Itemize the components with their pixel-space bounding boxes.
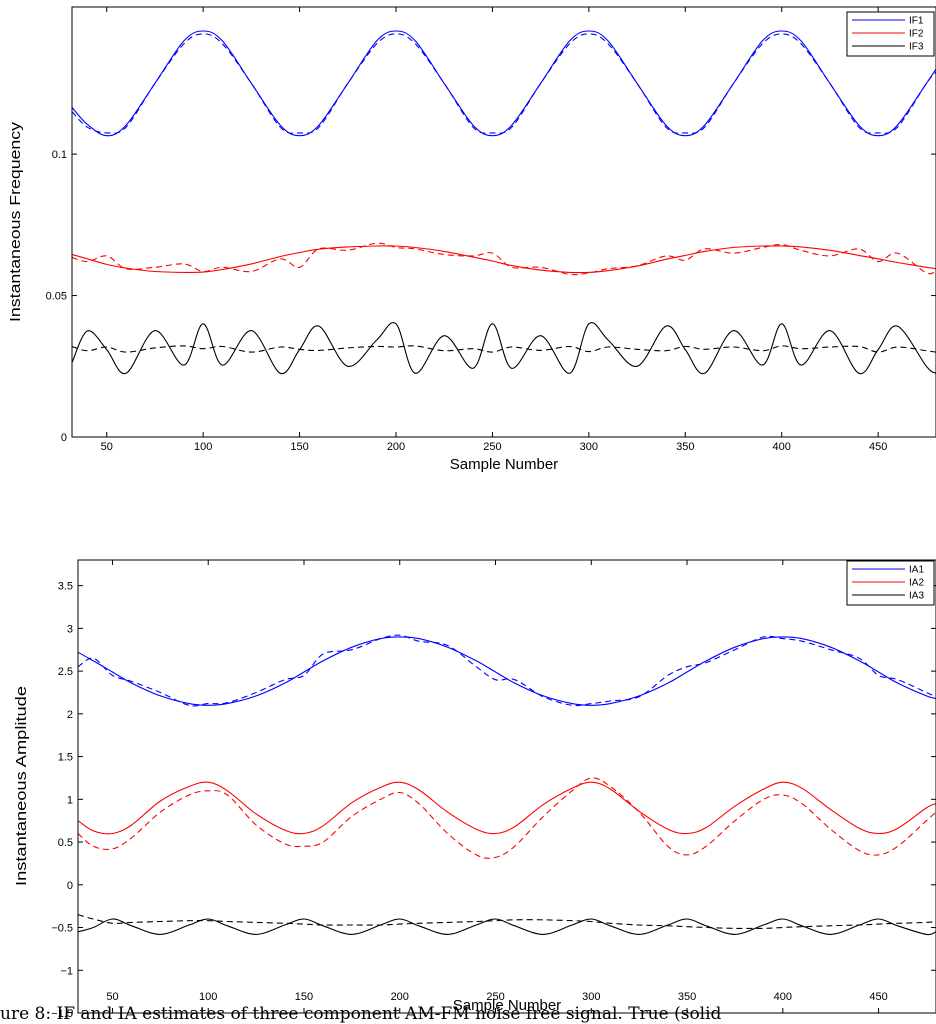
if-y-axis-label: Instantaneous Frequency <box>7 121 24 322</box>
ia-x-tick-label: 350 <box>678 991 696 1003</box>
ia-series-3-dashed-line <box>78 777 936 859</box>
ia-y-tick-label: 3 <box>67 623 73 635</box>
if-x-tick-label: 400 <box>773 441 791 453</box>
if-legend-entry: IF1 <box>909 16 924 27</box>
ia-y-tick-label: 3.5 <box>58 581 73 593</box>
ia-y-tick-label: −0.5 <box>51 923 73 935</box>
if-x-axis-label: Sample Number <box>450 456 558 473</box>
figure-caption: ure 8: IF and IA estimates of three comp… <box>0 1004 722 1024</box>
if-legend-entry: IF2 <box>909 29 924 40</box>
ia-x-tick-label: 200 <box>391 991 409 1003</box>
ia-x-tick-label: 100 <box>199 991 217 1003</box>
ia-legend-box <box>846 560 935 606</box>
if-y-tick-label: 0.1 <box>52 149 67 161</box>
if-x-tick-label: 200 <box>387 441 405 453</box>
if-x-tick-label: 250 <box>483 441 501 453</box>
ia-series-4-solid-line <box>78 918 936 936</box>
if-x-tick-label: 100 <box>194 441 212 453</box>
ia-x-tick-label: 50 <box>106 991 118 1003</box>
ia-y-axis-label: Instantaneous Amplitude <box>13 686 30 886</box>
ia-x-tick-label: 150 <box>295 991 313 1003</box>
if-x-tick-label: 300 <box>580 441 598 453</box>
ia-chart: 50 100 150 200 250 300 350 400 450 −1.5 −1 −0.5 0 0.5… <box>13 559 936 1020</box>
ia-x-axis-label: Sample Number <box>453 997 561 1014</box>
ia-legend-entry: IA3 <box>909 591 924 602</box>
if-y-tick-label: 0 <box>61 432 67 444</box>
if-series-3-dashed-line <box>72 242 936 276</box>
ia-plot-frame <box>77 559 936 1014</box>
ia-x-tick-label: 250 <box>486 991 504 1003</box>
ia-x-tick-label: 450 <box>869 991 887 1003</box>
if-chart: 50 100 150 200 250 300 350 400 450 0 0.05 0.1 Sampl… <box>7 6 936 473</box>
if-plot-frame <box>71 6 936 438</box>
ia-series-0-solid-line <box>78 636 936 706</box>
ia-y-tick-label: 0.5 <box>58 837 73 849</box>
ia-y-tick-label: 1.5 <box>58 752 73 764</box>
if-x-tick-label: 450 <box>869 441 887 453</box>
ia-y-tick-label: 2 <box>67 709 73 721</box>
if-x-tick-label: 350 <box>676 441 694 453</box>
if-y-tick-label: 0.05 <box>46 291 67 303</box>
ia-x-tick-label: 400 <box>774 991 792 1003</box>
ia-y-tick-label: 0 <box>67 880 73 892</box>
ia-y-tick-label: 1 <box>67 794 73 806</box>
if-x-tick-label: 50 <box>101 441 113 453</box>
if-series-0-solid-line <box>72 30 936 137</box>
ia-series-2-solid-line <box>78 781 936 835</box>
ia-y-tick-label: −1.5 <box>51 1008 73 1020</box>
ia-series-1-dashed-line <box>78 634 936 707</box>
ia-legend-entry: IA2 <box>909 578 924 589</box>
if-series-4-solid-line <box>72 322 936 375</box>
ia-series-5-dashed-line <box>78 914 936 930</box>
if-legend-box <box>846 11 935 57</box>
if-series-1-dashed-line <box>72 33 936 134</box>
ia-y-tick-label: 2.5 <box>58 666 73 678</box>
ia-x-tick-label: 300 <box>582 991 600 1003</box>
if-series-2-solid-line <box>72 245 936 274</box>
if-series-5-dashed-line <box>72 345 936 353</box>
ia-legend-entry: IA1 <box>909 565 924 576</box>
if-legend-entry: IF3 <box>909 42 924 53</box>
if-x-tick-label: 150 <box>290 441 308 453</box>
ia-y-tick-label: −1 <box>60 965 73 977</box>
